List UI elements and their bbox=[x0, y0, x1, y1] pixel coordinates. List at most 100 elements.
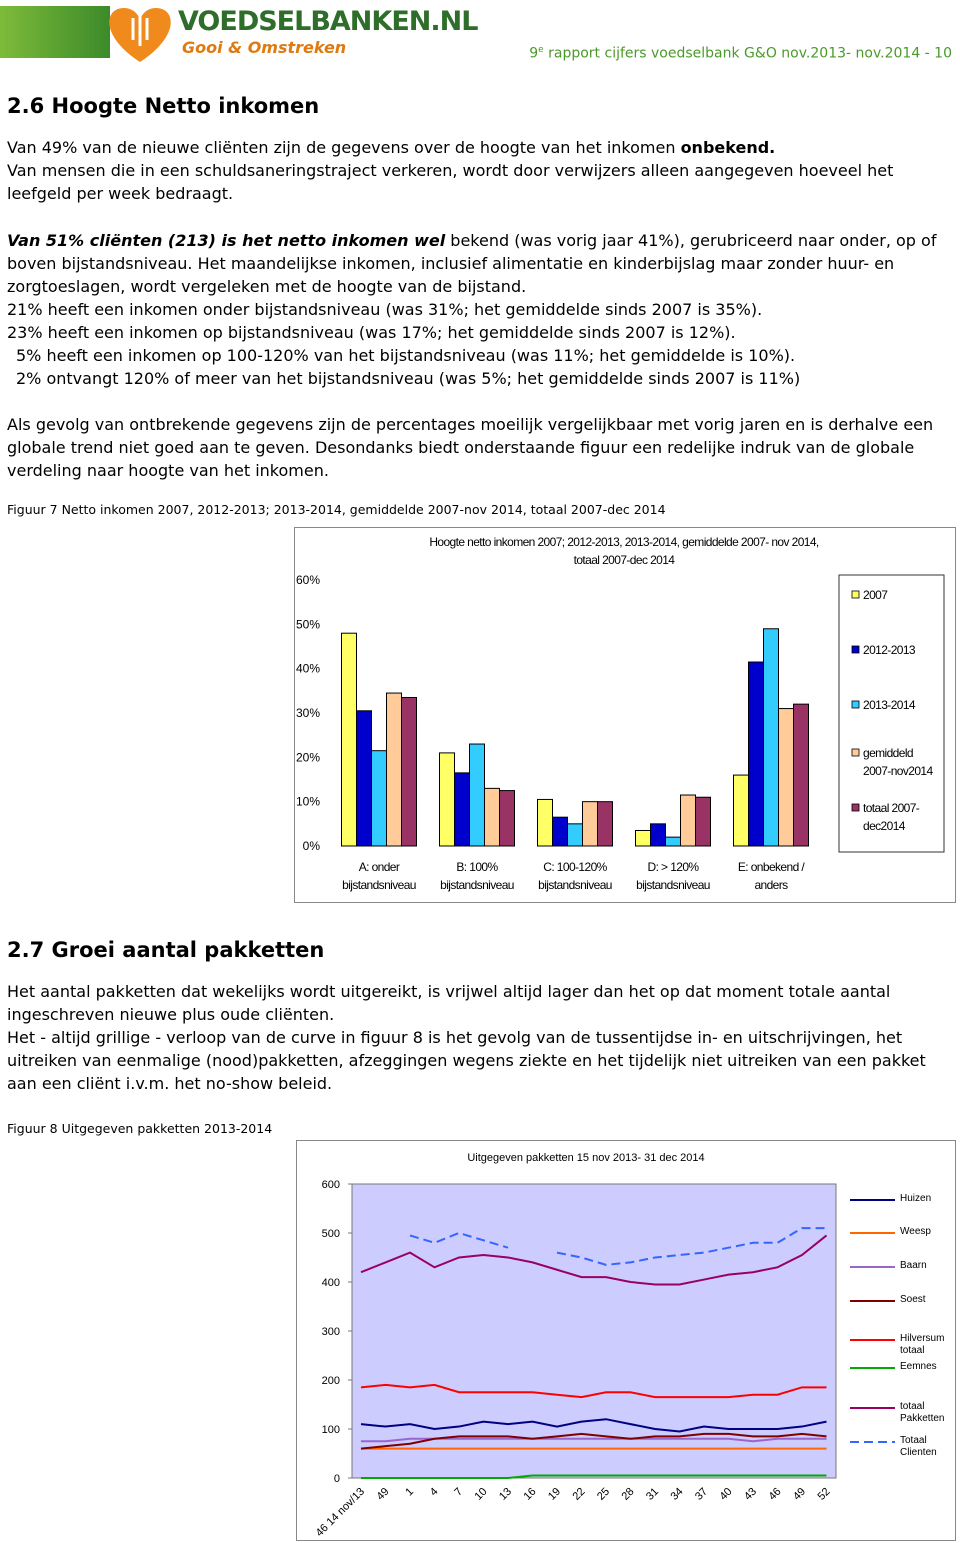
series-line bbox=[360, 1383, 827, 1399]
list-line: 23% heeft een inkomen op bijstandsniveau… bbox=[7, 323, 736, 342]
x-tick-label: D: > 120% bijstandsniveau bbox=[636, 860, 710, 892]
legend-swatch bbox=[851, 645, 860, 654]
text: Van 49% van de nieuwe cliënten zijn de g… bbox=[7, 138, 676, 157]
legend-label: 2013-2014 bbox=[863, 698, 916, 712]
label-box: Baarn bbox=[900, 1260, 927, 1271]
paragraph: Het aantal pakketten dat wekelijks wordt… bbox=[7, 982, 891, 1024]
label-box: C: 100-120% bijstandsniveau bbox=[538, 860, 612, 892]
x-tick-label: B: 100% bijstandsniveau bbox=[440, 860, 514, 892]
chart-title: Hoogte netto inkomen 2007; 2012-2013, 20… bbox=[429, 535, 819, 567]
bar bbox=[484, 787, 500, 847]
y-tick-label: 300 bbox=[322, 1326, 340, 1338]
logo-icon bbox=[0, 6, 171, 62]
bar bbox=[469, 743, 485, 847]
paragraph: Van 49% van de nieuwe cliënten zijn de g… bbox=[7, 136, 955, 159]
logo-text: VOEDSELBANKEN.NL bbox=[178, 6, 478, 37]
paragraph: Van 51% cliënten (213) is het netto inko… bbox=[7, 229, 955, 390]
y-tick-label: 600 bbox=[322, 1179, 340, 1191]
y-tick-label: 0 bbox=[334, 1473, 340, 1485]
label-box: A: onder bijstandsniveau bbox=[342, 860, 416, 892]
emphasis: Van 51% cliënten (213) is het netto inko… bbox=[7, 231, 446, 250]
bar bbox=[635, 829, 651, 847]
bar bbox=[597, 801, 613, 847]
y-tick-label: 40% bbox=[296, 662, 320, 676]
figure-caption: Figuur 7 Netto inkomen 2007, 2012-2013; … bbox=[7, 502, 666, 517]
section-heading: 2.7 Groei aantal pakketten bbox=[7, 939, 955, 962]
y-tick-label: 0% bbox=[303, 839, 321, 853]
legend-label: Baarn bbox=[900, 1260, 927, 1271]
legend-label: Eemnes bbox=[900, 1361, 937, 1372]
y-tick-label: 20% bbox=[296, 750, 320, 764]
y-tick-label: 30% bbox=[296, 706, 320, 720]
bar-chart: Hoogte netto inkomen 2007; 2012-2013, 20… bbox=[294, 527, 956, 903]
bar bbox=[552, 816, 568, 847]
label-box: totaal 2007-dec2014 bbox=[863, 801, 920, 833]
logo-fork bbox=[131, 16, 149, 46]
legend-swatch bbox=[851, 700, 860, 709]
paragraph: Het - altijd grillige - verloop van de c… bbox=[7, 1028, 926, 1093]
y-tick-label: 200 bbox=[322, 1375, 340, 1387]
income-list: 21% heeft een inkomen onder bijstandsniv… bbox=[7, 298, 955, 390]
series-line bbox=[360, 1432, 827, 1450]
legend-label: Soest bbox=[900, 1294, 926, 1305]
bar bbox=[454, 772, 470, 847]
y-tick-label: 500 bbox=[322, 1228, 340, 1240]
label-box: Hilversum totaal bbox=[900, 1333, 945, 1356]
x-tick-label: C: 100-120% bijstandsniveau bbox=[538, 860, 612, 892]
bar bbox=[439, 752, 455, 847]
bar bbox=[371, 750, 387, 847]
figure-caption: Figuur 8 Uitgegeven pakketten 2013-2014 bbox=[7, 1121, 273, 1136]
series-line bbox=[361, 1474, 827, 1479]
series-line bbox=[360, 1418, 827, 1433]
section-heading: 2.6 Hoogte Netto inkomen bbox=[7, 95, 955, 118]
y-tick-label: 50% bbox=[296, 617, 320, 631]
legend-swatch bbox=[851, 748, 860, 757]
legend-label: 2007 bbox=[863, 588, 888, 602]
bar bbox=[748, 661, 764, 847]
label-box: B: 100% bijstandsniveau bbox=[440, 860, 514, 892]
paragraph: Als gevolg van ontbrekende gegevens zijn… bbox=[7, 415, 934, 480]
legend-label: Huizen bbox=[900, 1193, 932, 1204]
legend-label: Hilversum totaal bbox=[900, 1333, 945, 1356]
label-box: totaal Pakketten bbox=[900, 1401, 944, 1424]
text: bekend (was vorig jaar 41%), gerubriceer… bbox=[7, 231, 937, 296]
x-tick-label: A: onder bijstandsniveau bbox=[342, 860, 416, 892]
line-chart: Uitgegeven pakketten 15 nov 2013- 31 dec… bbox=[296, 1140, 956, 1541]
label-box: Hoogte netto inkomen 2007; 2012-2013, 20… bbox=[429, 535, 819, 567]
list-line: 2% ontvangt 120% of meer van het bijstan… bbox=[16, 369, 801, 388]
label-box: gemiddeld 2007-nov2014 bbox=[863, 746, 933, 778]
list-line: 21% heeft een inkomen onder bijstandsniv… bbox=[7, 300, 763, 319]
legend-label: gemiddeld 2007-nov2014 bbox=[863, 746, 933, 778]
bar bbox=[582, 801, 598, 847]
bar bbox=[650, 823, 666, 847]
y-tick-label: 100 bbox=[322, 1424, 340, 1436]
bar bbox=[537, 798, 553, 847]
chart-title: Uitgegeven pakketten 15 nov 2013- 31 dec… bbox=[467, 1152, 704, 1164]
x-tick-label: E: onbekend / anders bbox=[737, 860, 805, 892]
bold-text: onbekend. bbox=[680, 138, 776, 157]
y-tick-label: 10% bbox=[296, 795, 320, 809]
bar bbox=[733, 774, 749, 847]
label-box: Weesp bbox=[900, 1226, 931, 1237]
label-box: 2012-2013 bbox=[863, 643, 916, 657]
label-box: 2007 bbox=[863, 588, 888, 602]
label-box: D: > 120% bijstandsniveau bbox=[636, 860, 710, 892]
heading: 2.7 Groei aantal pakketten bbox=[7, 938, 325, 962]
y-tick-label: 60% bbox=[296, 573, 320, 587]
list-line: 5% heeft een inkomen op 100-120% van het… bbox=[16, 346, 796, 365]
series-line bbox=[409, 1227, 827, 1266]
label-box: 2013-2014 bbox=[863, 698, 916, 712]
bar bbox=[341, 632, 357, 847]
report-line: 9e rapport cijfers voedselbank G&O nov.2… bbox=[529, 45, 952, 62]
legend-label: Totaal Clienten bbox=[900, 1435, 937, 1458]
label-box: Huizen bbox=[900, 1193, 932, 1204]
bar bbox=[401, 696, 417, 847]
legend-label: 2012-2013 bbox=[863, 643, 916, 657]
series-line bbox=[360, 1234, 828, 1286]
bar bbox=[793, 703, 809, 847]
bar bbox=[665, 836, 681, 847]
label-box: Totaal Clienten bbox=[900, 1435, 937, 1458]
bar bbox=[763, 628, 779, 847]
bar bbox=[680, 794, 696, 847]
label-box: E: onbekend / anders bbox=[737, 860, 805, 892]
